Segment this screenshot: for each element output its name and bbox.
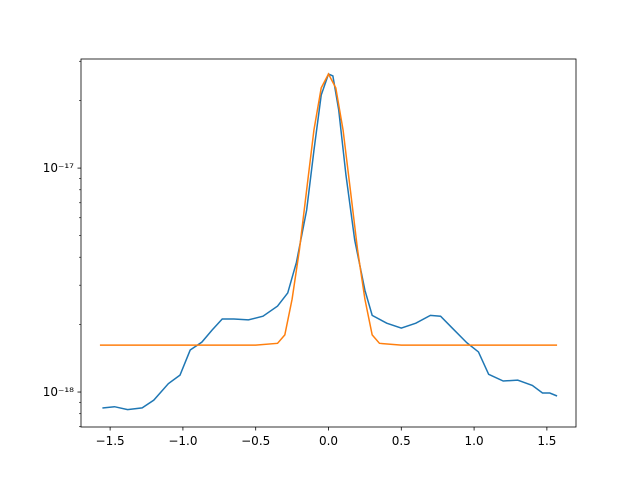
x-tick-label: 1.0	[465, 434, 484, 448]
x-tick-label: 0.5	[392, 434, 411, 448]
y-tick-label: 10⁻¹⁸	[43, 385, 74, 399]
data-line	[99, 72, 558, 346]
x-tick-label: −0.5	[241, 434, 270, 448]
y-tick-label: 10⁻¹⁷	[43, 161, 74, 175]
x-tick-label: −1.5	[96, 434, 125, 448]
x-tick-label: −1.0	[168, 434, 197, 448]
plot-frame	[80, 58, 577, 428]
data-line	[102, 73, 558, 411]
x-tick-label: 1.5	[537, 434, 556, 448]
x-tick-label: 0.0	[319, 434, 338, 448]
